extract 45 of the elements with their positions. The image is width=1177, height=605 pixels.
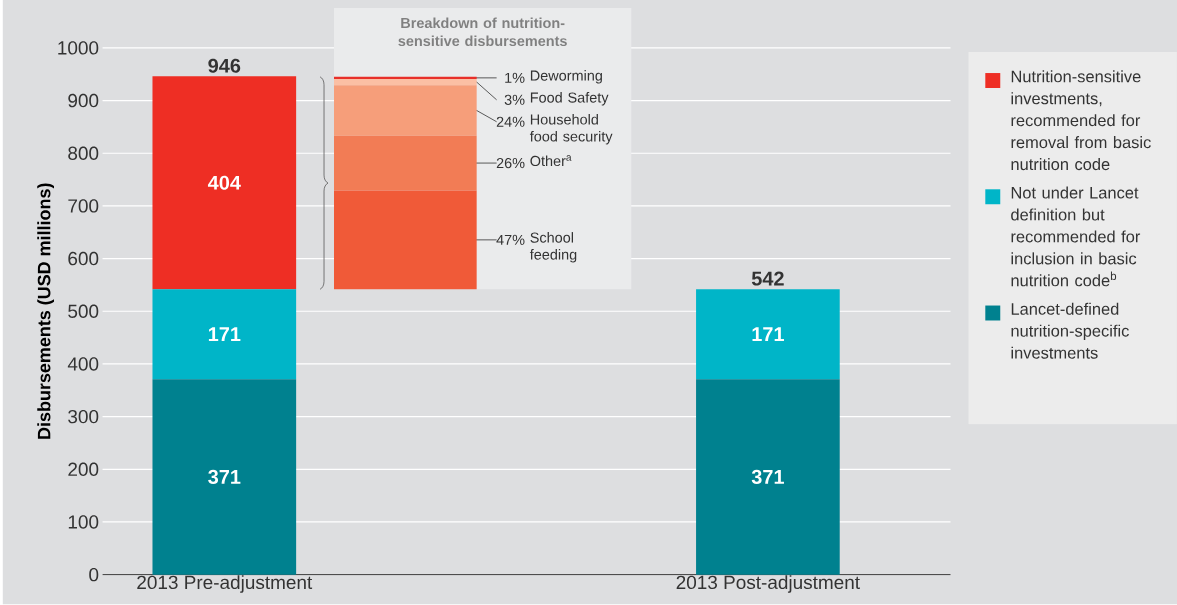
- bar: [152, 289, 297, 380]
- data-label: 1%: [505, 73, 525, 84]
- bar: [334, 79, 477, 86]
- bar: [696, 289, 840, 380]
- data-label: 371: [208, 470, 241, 485]
- bar: [334, 77, 477, 80]
- data-label: 26%: [496, 158, 525, 169]
- data-label: 371: [751, 470, 784, 485]
- y-tick-label: 800: [68, 146, 99, 161]
- bar: [334, 190, 477, 290]
- text: Food Safety: [530, 92, 609, 106]
- bar: [334, 135, 477, 191]
- legend-label: Not under Lancet definition but recommended for inclusion in basic nutrition code$^{b}$: [1011, 186, 1141, 287]
- data-label: 404: [207, 175, 241, 191]
- data-label: 171: [208, 327, 241, 342]
- total-label: 946: [208, 58, 241, 74]
- bar: [152, 76, 297, 290]
- data-label: 171: [752, 327, 784, 342]
- bar: [334, 85, 477, 136]
- bar: [696, 379, 840, 575]
- y-tick-label: 900: [68, 94, 99, 108]
- data-label: 24%: [496, 116, 525, 128]
- legend-label: Nutrition-sensitive investments, recommended for removal from basic nutrition code: [1011, 70, 1151, 171]
- x-tick-label: 2013 Pre-adjustment: [137, 575, 313, 594]
- y-tick-label: 400: [67, 357, 99, 371]
- data-label: 47%: [496, 235, 525, 246]
- y-tick-label: 500: [68, 304, 99, 319]
- x-tick-label: 2013 Post-adjustment: [676, 575, 860, 594]
- text: Household food security: [529, 114, 613, 145]
- y-tick-label: 200: [68, 462, 99, 477]
- total-label: 542: [751, 271, 784, 286]
- legend-label: Lancet-defined nutrition-specific investments: [1011, 302, 1129, 359]
- data-label: 3%: [504, 94, 525, 106]
- bar: [152, 379, 297, 575]
- y-tick-label: 100: [68, 515, 99, 529]
- text: School feeding: [529, 232, 577, 263]
- y-tick-label: 1000: [58, 41, 99, 55]
- chart-title: Breakdown of nutrition-sensitive disbursements: [398, 17, 567, 47]
- y-tick-label: 600: [68, 252, 99, 266]
- y-tick-label: 700: [68, 199, 99, 213]
- text: Deworming: [530, 70, 602, 84]
- y-tick-label: 300: [68, 410, 99, 424]
- y-tick-label: 0: [89, 568, 99, 582]
- y-axis-title: Disbursements (USD millions): [37, 183, 54, 439]
- text: Other$^{a}$: [530, 155, 572, 167]
